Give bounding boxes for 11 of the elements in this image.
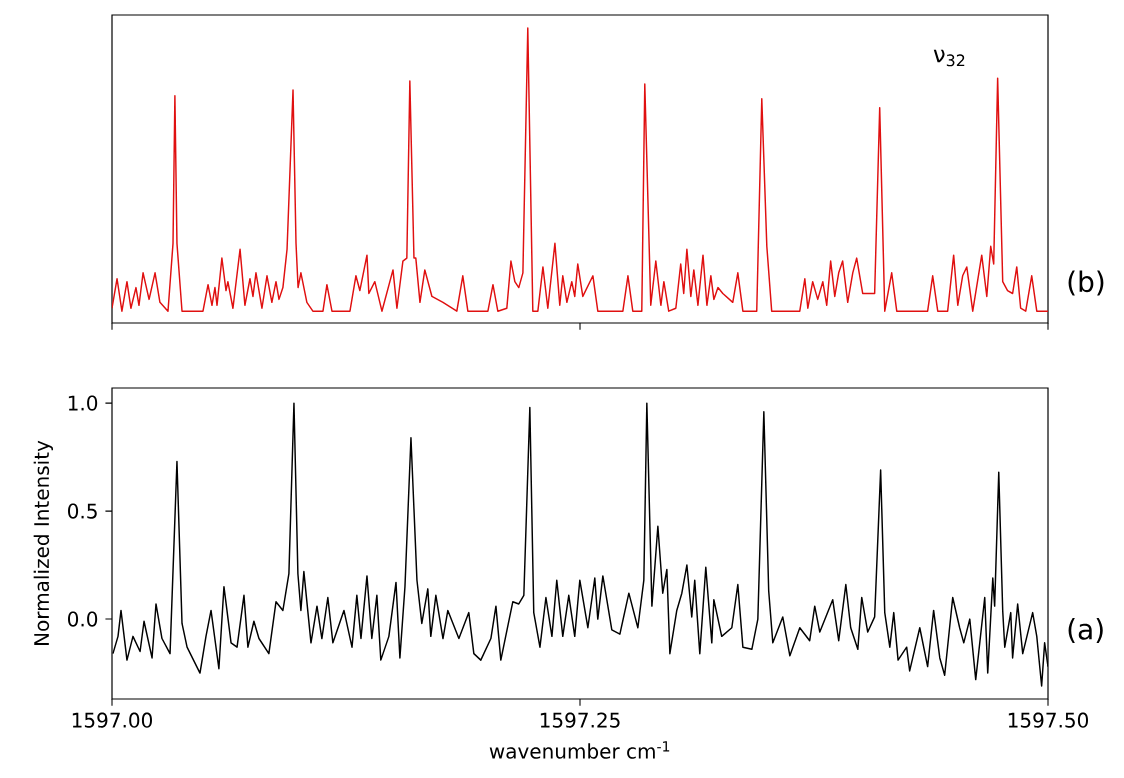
- y-tick-label: 1.0: [68, 395, 98, 411]
- x-axis-title: wavenumber cm$^{-1}$: [489, 741, 670, 759]
- y-axis-title: Normalized Intensity: [33, 440, 53, 645]
- x-tick-label: 1597.25: [540, 712, 620, 728]
- y-tick-label: 0.0: [68, 611, 98, 627]
- x-tick-label: 1597.00: [72, 712, 152, 728]
- annotation: ν$_{32}$: [933, 49, 965, 67]
- x-tick-label: 1597.50: [1008, 712, 1089, 728]
- text: (b): [1068, 270, 1104, 296]
- text: (a): [1068, 618, 1103, 644]
- y-tick-label: 0.5: [68, 503, 97, 519]
